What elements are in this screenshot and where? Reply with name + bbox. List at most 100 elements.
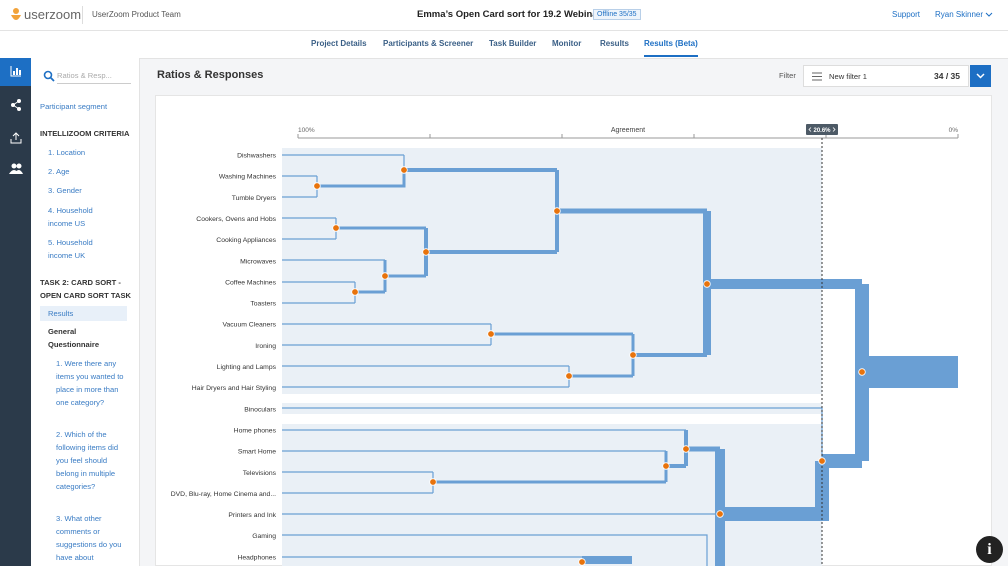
user-menu[interactable]: Ryan Skinner	[935, 10, 984, 19]
nodes	[313, 166, 866, 566]
node	[553, 207, 561, 215]
chart-icon	[10, 66, 21, 77]
item-label: DVD, Blu-ray, Home Cinema and...	[171, 491, 276, 498]
share-icon[interactable]	[10, 99, 22, 111]
nav-tab[interactable]: Project Details	[311, 39, 367, 48]
icon-rail	[0, 58, 31, 566]
task-heading: TASK 2: CARD SORT - OPEN CARD SORT TASK	[40, 278, 131, 300]
item-label: Cookers, Ovens and Hobs	[196, 216, 276, 223]
logo: userzoom	[24, 7, 82, 22]
question-link[interactable]: 1. Were there any items you wanted to pl…	[56, 359, 124, 407]
nav-tab[interactable]: Monitor	[552, 39, 582, 48]
node	[422, 248, 430, 256]
filter-name: New filter 1	[829, 72, 867, 81]
criteria-heading: INTELLIZOOM CRITERIA	[40, 129, 130, 138]
search-input[interactable]: Ratios & Resp...	[57, 71, 112, 80]
node	[332, 224, 340, 232]
logo-icon	[11, 8, 21, 20]
users-icon[interactable]	[9, 163, 23, 174]
item-label: Coffee Machines	[225, 279, 276, 286]
axis-end: 0%	[949, 127, 959, 134]
results-link[interactable]: Results	[48, 309, 74, 318]
item-label: Binoculars	[244, 406, 276, 413]
caret	[976, 73, 985, 79]
item-label: Toasters	[250, 301, 276, 308]
tab-bar: Project Details Participants & Screener Ta…	[0, 31, 1008, 59]
search-icon	[43, 70, 55, 82]
node	[381, 272, 389, 280]
node	[313, 182, 321, 190]
node	[662, 462, 670, 470]
question-link[interactable]: 2. Which of the following items did you …	[56, 430, 119, 491]
question-link[interactable]: 3. What other comments or suggestions do…	[56, 514, 122, 562]
axis-ticks	[297, 134, 959, 138]
segment-link[interactable]: Participant segment	[40, 102, 108, 111]
sidebar: Ratios & Resp... Participant segment INT…	[31, 58, 140, 566]
node	[682, 445, 690, 453]
node	[487, 330, 495, 338]
info-button[interactable]: i	[976, 536, 1003, 563]
node	[578, 558, 586, 566]
item-label: Ironing	[255, 343, 276, 350]
node	[858, 368, 866, 376]
branch	[557, 208, 720, 452]
cluster-band	[282, 424, 822, 566]
filter-icon	[812, 72, 822, 81]
user-caret	[985, 12, 993, 17]
item-label: Microwaves	[240, 258, 276, 265]
node	[565, 372, 573, 380]
node	[629, 351, 637, 359]
search-underline	[57, 83, 131, 84]
criteria-link[interactable]: 1. Location	[48, 148, 86, 157]
cutoff-arrows	[808, 127, 836, 132]
item-label: Washing Machines	[219, 174, 277, 181]
status-badge: Offline 35/35	[593, 9, 641, 20]
item-label: Dishwashers	[237, 153, 277, 160]
item-label: Televisions	[243, 470, 277, 477]
criteria-link[interactable]: 2. Age	[48, 167, 70, 176]
filter-count: 34 / 35	[934, 71, 960, 81]
filter-dropdown[interactable]	[970, 65, 991, 87]
item-label: Lighting and Lamps	[217, 364, 277, 371]
item-label: Smart Home	[238, 449, 276, 456]
item-label: Home phones	[234, 427, 277, 434]
nav-tab[interactable]: Results (Beta)	[644, 39, 698, 57]
nav-tab[interactable]: Results	[600, 39, 629, 48]
study-title: Emma’s Open Card sort for 19.2 Webinar	[417, 9, 602, 20]
cluster-band	[282, 148, 822, 394]
page-title: Ratios & Responses	[157, 69, 264, 81]
item-label: Vacuum Cleaners	[222, 322, 276, 329]
item-label: Cooking Appliances	[216, 237, 276, 244]
node	[818, 457, 826, 465]
rail-active[interactable]	[0, 58, 31, 86]
item-label: Printers and Ink	[228, 512, 276, 519]
cutoff-marker	[806, 124, 838, 135]
criteria-link[interactable]: 4. Household income US	[48, 206, 93, 228]
axis-title: Agreement	[611, 127, 645, 134]
export-icon[interactable]	[10, 132, 22, 144]
criteria-link[interactable]: 5. Household income UK	[48, 238, 93, 260]
criteria-link[interactable]: 3. Gender	[48, 186, 82, 195]
dendrogram: 100% Agreement 0% 20.6% Dishwashers Washi…	[171, 124, 959, 566]
header: userzoom UserZoom Product Team Emma’s Op…	[0, 0, 1008, 31]
node	[716, 510, 724, 518]
filter-select[interactable]: New filter 1 34 / 35	[803, 65, 969, 87]
divider	[82, 6, 83, 24]
node	[400, 166, 408, 174]
results-highlight	[40, 306, 127, 321]
questionnaire-heading: General Questionnaire	[48, 327, 100, 349]
node	[703, 280, 711, 288]
nav-tab[interactable]: Task Builder	[489, 39, 537, 48]
item-label: Tumble Dryers	[232, 195, 277, 202]
node	[429, 478, 437, 486]
nav-tab[interactable]: Participants & Screener	[383, 39, 474, 48]
cutoff-label: 20.6%	[813, 128, 831, 134]
support-link[interactable]: Support	[892, 10, 921, 19]
filter-label: Filter	[779, 71, 796, 80]
item-label: Hair Dryers and Hair Styling	[192, 385, 276, 392]
axis-start: 100%	[298, 127, 315, 134]
item-label: Headphones	[237, 554, 276, 561]
team-name[interactable]: UserZoom Product Team	[92, 10, 181, 19]
